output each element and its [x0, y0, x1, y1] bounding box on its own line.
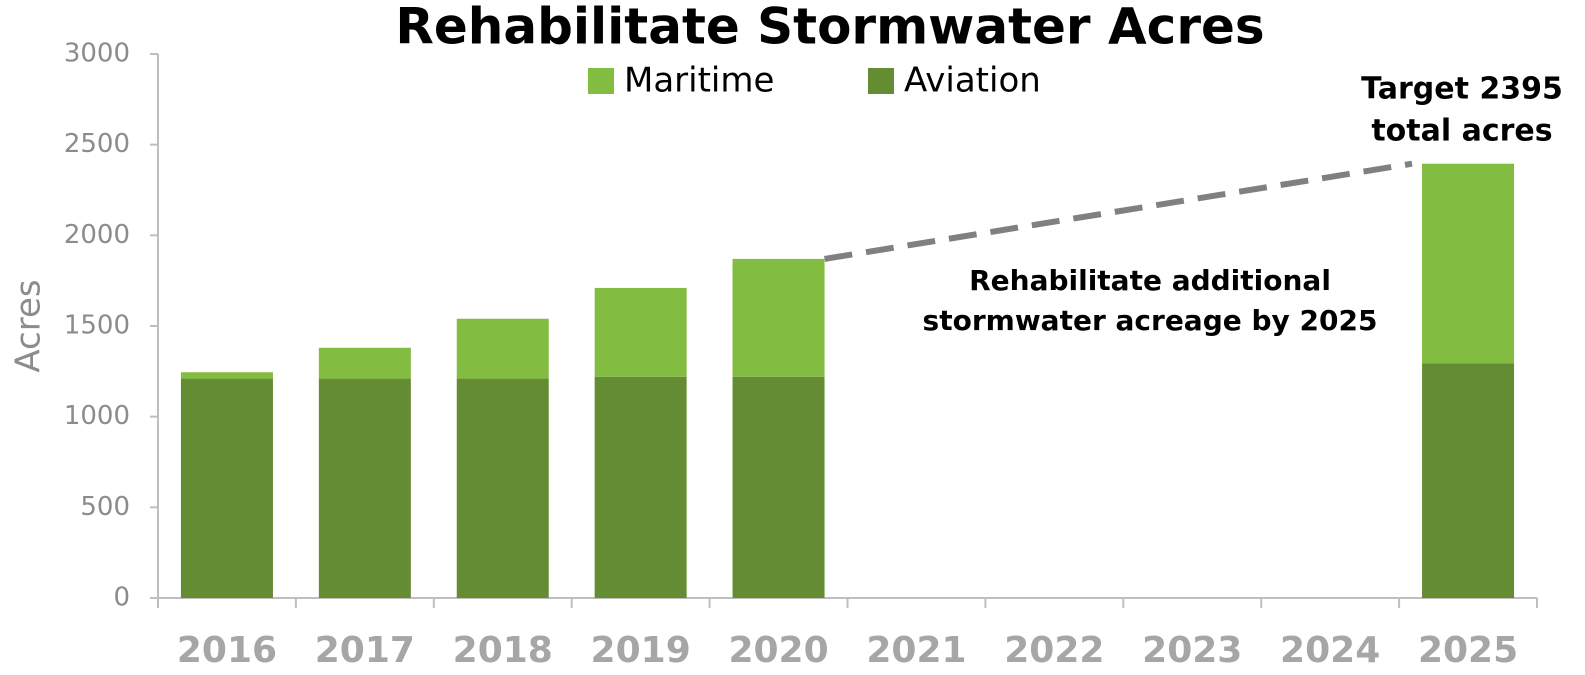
bar-segment [594, 287, 687, 377]
bar-segment [732, 258, 825, 377]
annotation: Target 2395 [1361, 72, 1563, 107]
legend-swatch [588, 68, 614, 94]
bar-segment [180, 372, 273, 379]
y-tick-label: 0 [113, 583, 130, 613]
x-tick-label: 2020 [728, 630, 828, 671]
bar-segment [732, 376, 825, 598]
chart-title: Rehabilitate Stormwater Acres [395, 0, 1264, 56]
bar-segment [456, 318, 549, 379]
bar-segment [318, 347, 411, 379]
legend-label: Aviation [904, 61, 1041, 101]
bar-segment [318, 378, 411, 598]
x-tick-label: 2017 [315, 630, 415, 671]
bar-segment [594, 376, 687, 598]
bar-segment [1422, 163, 1515, 364]
annotation: total acres [1371, 114, 1552, 149]
y-tick-label: 2500 [64, 129, 130, 159]
x-tick-label: 2019 [591, 630, 691, 671]
x-tick-label: 2025 [1418, 630, 1518, 671]
bar-segment [456, 378, 549, 598]
x-tick-label: 2021 [866, 630, 966, 671]
bar-segment [1422, 363, 1515, 598]
x-tick-label: 2024 [1280, 630, 1380, 671]
y-tick-label: 1500 [64, 311, 130, 341]
x-tick-label: 2016 [177, 630, 277, 671]
bar-segment [180, 378, 273, 598]
x-tick-label: 2018 [453, 630, 553, 671]
y-tick-label: 2000 [64, 220, 130, 250]
trend-line [824, 160, 1413, 262]
legend-label: Maritime [624, 61, 774, 101]
y-axis-label: Acres [9, 279, 49, 372]
y-tick-label: 500 [80, 492, 130, 522]
legend-swatch [868, 68, 894, 94]
x-tick-label: 2023 [1142, 630, 1242, 671]
x-tick-label: 2022 [1004, 630, 1104, 671]
annotation: Rehabilitate additional [969, 264, 1331, 297]
y-tick-label: 3000 [64, 39, 130, 69]
y-tick-label: 1000 [64, 401, 130, 431]
annotation: stormwater acreage by 2025 [923, 304, 1378, 337]
